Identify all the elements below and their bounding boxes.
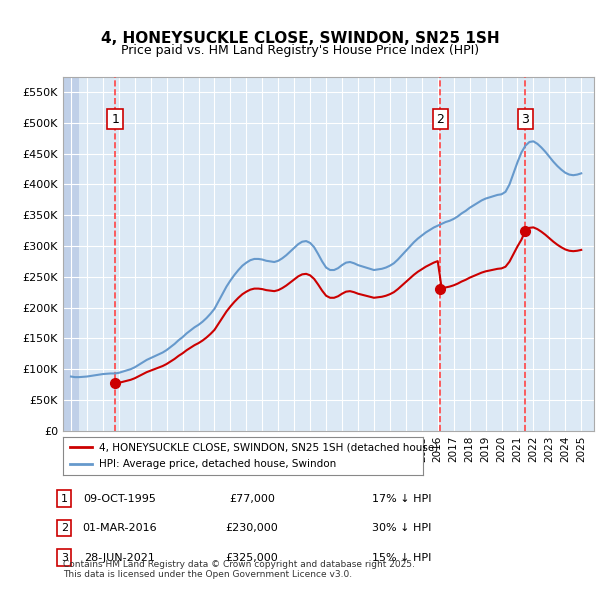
Text: 2: 2 xyxy=(437,113,445,126)
Text: £77,000: £77,000 xyxy=(229,494,275,503)
Text: 28-JUN-2021: 28-JUN-2021 xyxy=(85,553,155,562)
Text: Price paid vs. HM Land Registry's House Price Index (HPI): Price paid vs. HM Land Registry's House … xyxy=(121,44,479,57)
Text: 4, HONEYSUCKLE CLOSE, SWINDON, SN25 1SH (detached house): 4, HONEYSUCKLE CLOSE, SWINDON, SN25 1SH … xyxy=(99,442,438,453)
Text: 3: 3 xyxy=(521,113,529,126)
Text: Contains HM Land Registry data © Crown copyright and database right 2025.
This d: Contains HM Land Registry data © Crown c… xyxy=(63,560,415,579)
Text: 30% ↓ HPI: 30% ↓ HPI xyxy=(372,523,431,533)
Text: 1: 1 xyxy=(61,494,68,503)
Bar xyxy=(63,77,79,431)
Text: 4, HONEYSUCKLE CLOSE, SWINDON, SN25 1SH: 4, HONEYSUCKLE CLOSE, SWINDON, SN25 1SH xyxy=(101,31,499,46)
Text: 15% ↓ HPI: 15% ↓ HPI xyxy=(372,553,431,562)
Text: £230,000: £230,000 xyxy=(226,523,278,533)
Text: HPI: Average price, detached house, Swindon: HPI: Average price, detached house, Swin… xyxy=(99,459,336,469)
Text: 3: 3 xyxy=(61,553,68,562)
Text: £325,000: £325,000 xyxy=(226,553,278,562)
Text: 2: 2 xyxy=(61,523,68,533)
Text: 09-OCT-1995: 09-OCT-1995 xyxy=(83,494,157,503)
Text: 17% ↓ HPI: 17% ↓ HPI xyxy=(372,494,431,503)
Text: 1: 1 xyxy=(111,113,119,126)
Text: 01-MAR-2016: 01-MAR-2016 xyxy=(83,523,157,533)
